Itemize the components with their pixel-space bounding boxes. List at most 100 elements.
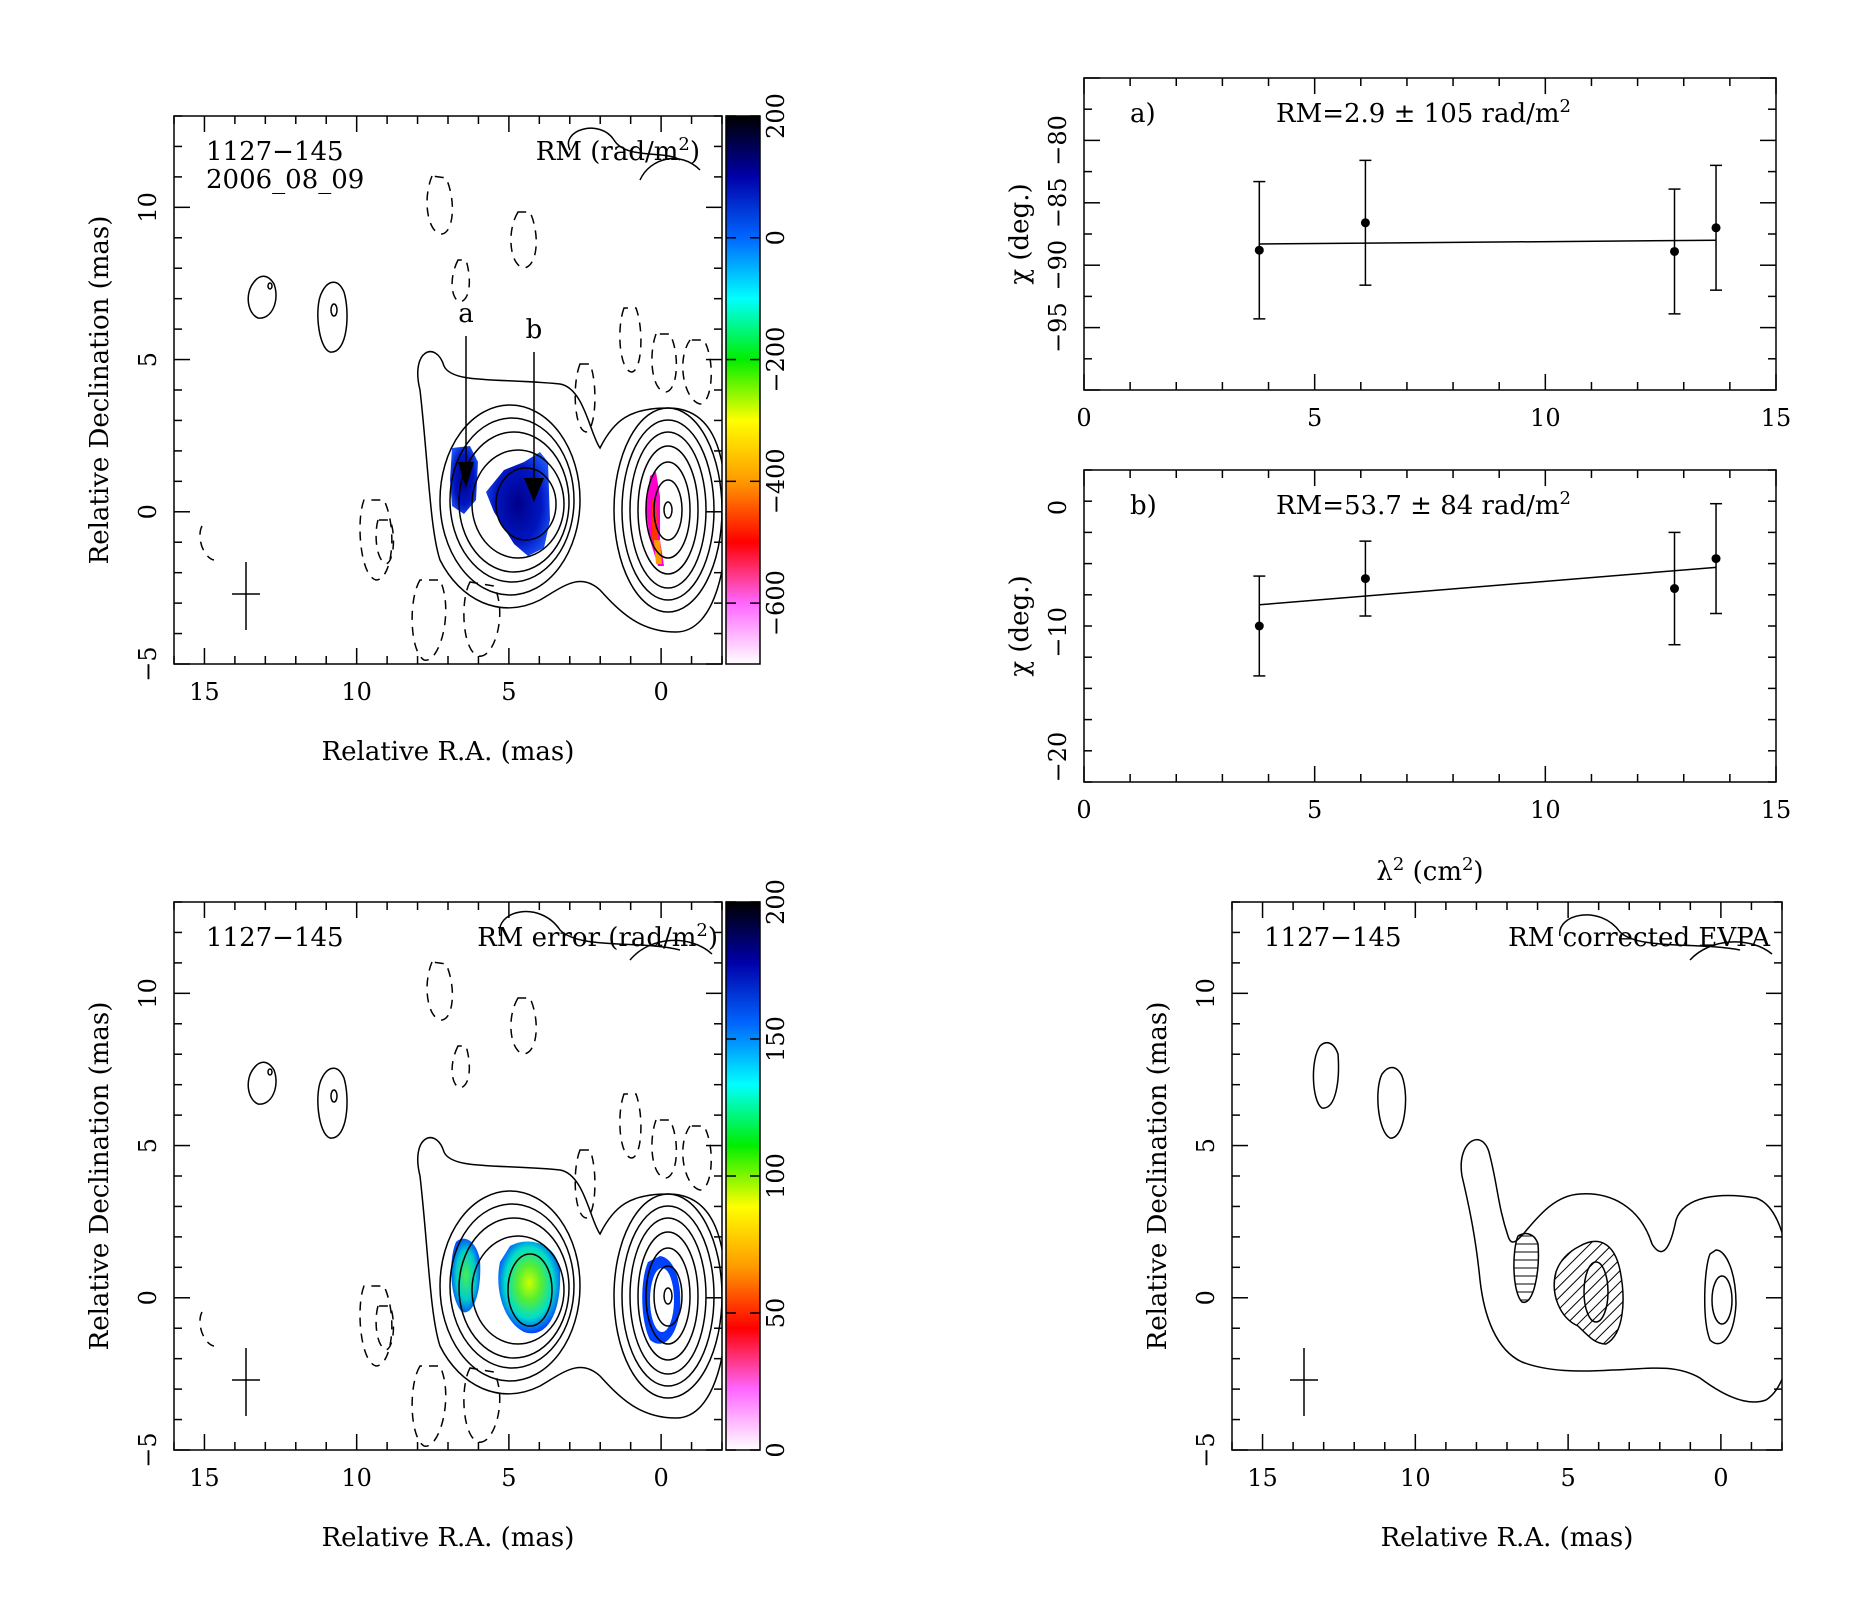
colorbar-tick-label: 100 [762, 1153, 790, 1199]
x-tick-label: 15 [1247, 1464, 1278, 1492]
evpa-map-axis-ticks: 15 10 5 0 −5 0 5 10 [1192, 901, 1783, 1492]
y-tick-label: −20 [1044, 732, 1072, 783]
y-tick-label: −90 [1044, 240, 1072, 291]
rm-map-axis-ticks: 15 10 5 0 −5 0 5 10 [134, 115, 723, 706]
fit-panel-a-ylabel: χ (deg.) [1005, 183, 1035, 284]
x-tick-label: 0 [1076, 796, 1091, 824]
fit-panel-b-label: b) [1130, 491, 1157, 521]
x-tick-label: 15 [1761, 796, 1792, 824]
rm-map-image [199, 127, 722, 661]
y-tick-label: −5 [134, 1432, 162, 1467]
y-tick-label: 10 [1192, 978, 1220, 1009]
y-tick-label: 10 [134, 978, 162, 1009]
y-tick-label: −5 [1192, 1432, 1220, 1467]
y-tick-label: 5 [1192, 1138, 1220, 1153]
marker-b-label: b [526, 315, 543, 345]
data-point [1711, 223, 1721, 233]
y-tick-label: −5 [134, 646, 162, 681]
rm-map-quantity: RM (rad/m2) [536, 134, 700, 167]
fit-panel-b-ylabel: χ (deg.) [1005, 575, 1035, 676]
evpa-contour-outer [1460, 1138, 1782, 1403]
rm-error-map-ylabel: Relative Declination (mas) [85, 1002, 115, 1351]
rm-map-panel: 15 10 5 0 −5 0 5 10 1127−145 2006_08_09 RM (rad… [85, 93, 790, 767]
x-tick-label: 10 [1530, 796, 1561, 824]
x-tick-label: 10 [341, 678, 372, 706]
x-tick-label: 15 [189, 1464, 220, 1492]
y-tick-label: 5 [134, 352, 162, 367]
rm-map-epoch: 2006_08_09 [206, 165, 364, 195]
x-tick-label: 10 [341, 1464, 372, 1492]
y-tick-label: 0 [1192, 1290, 1220, 1305]
data-point [1670, 246, 1680, 256]
fit-panel-a: 0 5 10 15 −95 −90 −85 −80 a) RM=2.9 ± 105 rad/m… [1005, 77, 1792, 432]
arrow-a-head [458, 462, 474, 488]
evpa-map-ylabel: Relative Declination (mas) [1143, 1002, 1173, 1351]
rm-error-map-image [199, 910, 722, 1447]
x-tick-label: 15 [189, 678, 220, 706]
y-tick-label: 10 [134, 192, 162, 223]
fit-line [1259, 239, 1717, 245]
contour-jet-outer [417, 350, 722, 633]
rm-error-map-source: 1127−145 [206, 923, 344, 953]
colorbar-tick-label: 50 [762, 1298, 790, 1329]
rm-map-xlabel: Relative R.A. (mas) [322, 737, 575, 767]
fit-panel-a-rm: RM=2.9 ± 105 rad/m2 [1276, 96, 1571, 129]
colorbar-tick-label: −200 [762, 327, 790, 393]
rm-error-map-xlabel: Relative R.A. (mas) [322, 1523, 575, 1553]
rm-map-source: 1127−145 [206, 137, 344, 167]
arrow-b-head [524, 478, 544, 502]
colorbar-tick-label: 150 [762, 1016, 790, 1062]
y-tick-label: 0 [1044, 500, 1072, 515]
fit-panel-b-marks: 0 5 10 15 −20 −10 0 [1044, 469, 1792, 824]
y-tick-label: 0 [134, 504, 162, 519]
x-tick-label: 5 [1307, 404, 1322, 432]
y-tick-label: −95 [1044, 302, 1072, 353]
x-tick-label: 5 [501, 1464, 516, 1492]
x-tick-label: 0 [1713, 1464, 1728, 1492]
evpa-map-quantity: RM corrected EVPA [1508, 923, 1771, 953]
fit-panel-b: 0 5 10 15 −20 −10 0 b) RM=53.7 ± 84 rad/m2 χ (… [1005, 469, 1792, 887]
colorbar-tick-label: −400 [762, 448, 790, 514]
x-tick-label: 5 [501, 678, 516, 706]
x-tick-label: 10 [1400, 1464, 1431, 1492]
evpa-map-xlabel: Relative R.A. (mas) [1381, 1523, 1634, 1553]
y-tick-label: −10 [1044, 607, 1072, 658]
marker-a-label: a [458, 299, 474, 329]
x-tick-label: 0 [653, 1464, 668, 1492]
fit-panel-a-marks: 0 5 10 15 −95 −90 −85 −80 [1044, 77, 1792, 432]
data-point [1254, 621, 1264, 631]
rm-error-map-quantity: RM error (rad/m2) [477, 920, 718, 953]
colorbar-tick-label: −600 [762, 570, 790, 636]
y-tick-label: −80 [1044, 115, 1072, 166]
y-tick-label: 5 [134, 1138, 162, 1153]
fit-line [1259, 566, 1717, 606]
rm-colorbar-ticks: 200 0 −200 −400 −600 [726, 93, 790, 636]
y-tick-label: −85 [1044, 177, 1072, 228]
rm-error-map-axis-ticks: 15 10 5 0 −5 0 5 10 [134, 901, 723, 1492]
x-tick-label: 5 [1307, 796, 1322, 824]
fit-panel-b-rm: RM=53.7 ± 84 rad/m2 [1276, 488, 1571, 521]
fit-panel-a-label: a) [1130, 99, 1156, 129]
colorbar-tick-label: 0 [762, 1442, 790, 1457]
evpa-map-frame [1231, 901, 1783, 1451]
data-point [1711, 554, 1721, 564]
data-point [1360, 218, 1370, 228]
fit-xlabel: λ2 (cm2) [1376, 854, 1483, 887]
x-tick-label: 0 [653, 678, 668, 706]
x-tick-label: 0 [1076, 404, 1091, 432]
rm-colorbar [725, 115, 761, 665]
x-tick-label: 10 [1530, 404, 1561, 432]
colorbar-tick-label: 200 [762, 879, 790, 925]
evpa-map-source: 1127−145 [1264, 923, 1402, 953]
x-tick-label: 5 [1560, 1464, 1575, 1492]
data-point [1670, 584, 1680, 594]
rm-error-colorbar-ticks: 200 150 100 50 0 [726, 879, 790, 1458]
data-point [1360, 574, 1370, 584]
data-point [1254, 245, 1264, 255]
evpa-map-image [1290, 914, 1782, 1416]
rm-map-ylabel: Relative Declination (mas) [85, 216, 115, 565]
x-tick-label: 15 [1761, 404, 1792, 432]
